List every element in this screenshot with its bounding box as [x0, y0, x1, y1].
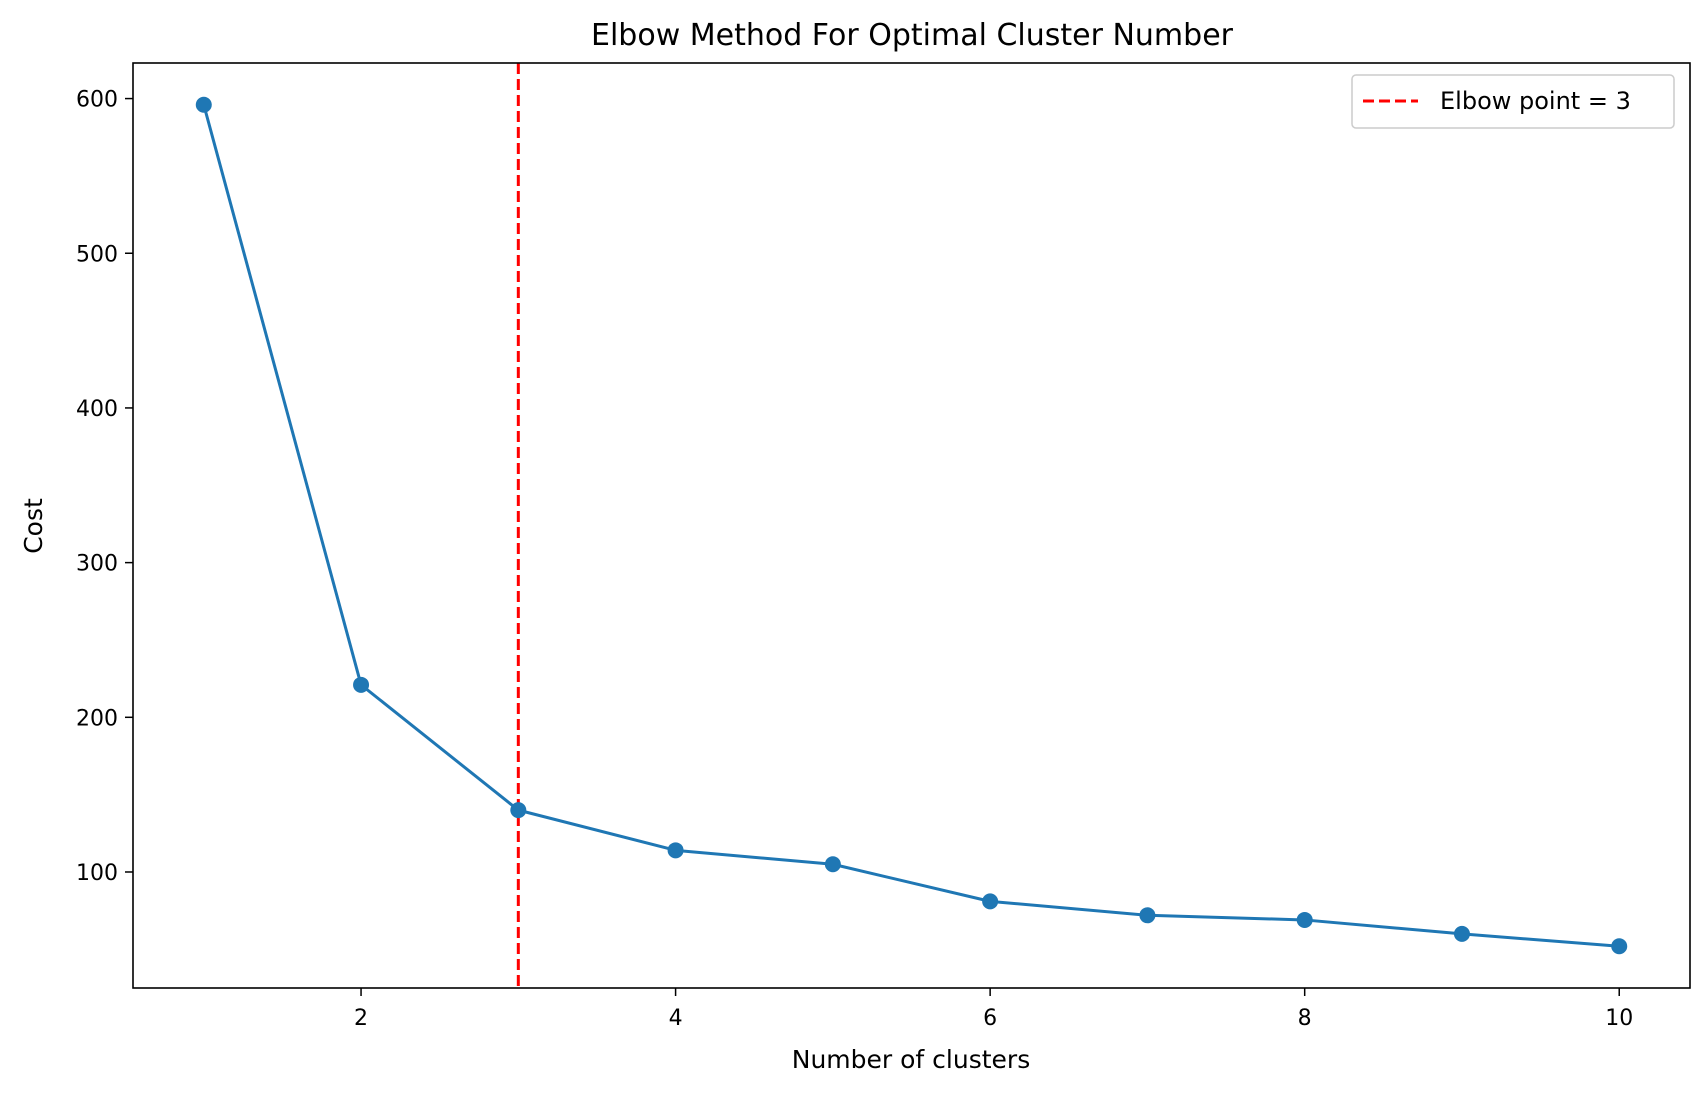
cost-point — [982, 893, 999, 910]
legend-elbow-label: Elbow point = 3 — [1440, 87, 1631, 115]
cost-point — [195, 96, 212, 113]
cost-point — [824, 856, 841, 873]
y-tick-label: 100 — [76, 861, 118, 886]
cost-point — [353, 676, 370, 693]
y-tick-label: 500 — [76, 242, 118, 267]
plot-area — [195, 63, 1628, 988]
legend-box — [1351, 74, 1675, 129]
cost-series-line — [202, 104, 1620, 948]
y-tick-label: 200 — [76, 706, 118, 731]
y-tick-label: 400 — [76, 397, 118, 422]
cost-point — [667, 842, 684, 859]
x-tick-label: 2 — [354, 1006, 368, 1031]
y-tick-label: 300 — [76, 552, 118, 577]
y-axis: 100 200 300 400 500 600 — [76, 88, 133, 886]
x-tick-label: 10 — [1605, 1006, 1633, 1031]
x-axis-label: Number of clusters — [792, 1045, 1030, 1074]
x-tick-label: 6 — [983, 1006, 997, 1031]
plot-frame — [132, 62, 1691, 989]
legend: Elbow point = 3 — [1351, 74, 1675, 129]
cost-point — [510, 802, 527, 819]
cost-point — [1453, 925, 1470, 942]
cost-point — [1139, 907, 1156, 924]
cost-point — [1611, 938, 1628, 955]
x-axis: 2 4 6 8 10 — [354, 988, 1633, 1031]
chart-title: Elbow Method For Optimal Cluster Number — [591, 18, 1234, 53]
y-axis-label: Cost — [19, 498, 48, 554]
cost-point — [1296, 911, 1313, 928]
y-tick-label: 600 — [76, 88, 118, 113]
x-tick-label: 8 — [1298, 1006, 1312, 1031]
x-tick-label: 4 — [669, 1006, 683, 1031]
